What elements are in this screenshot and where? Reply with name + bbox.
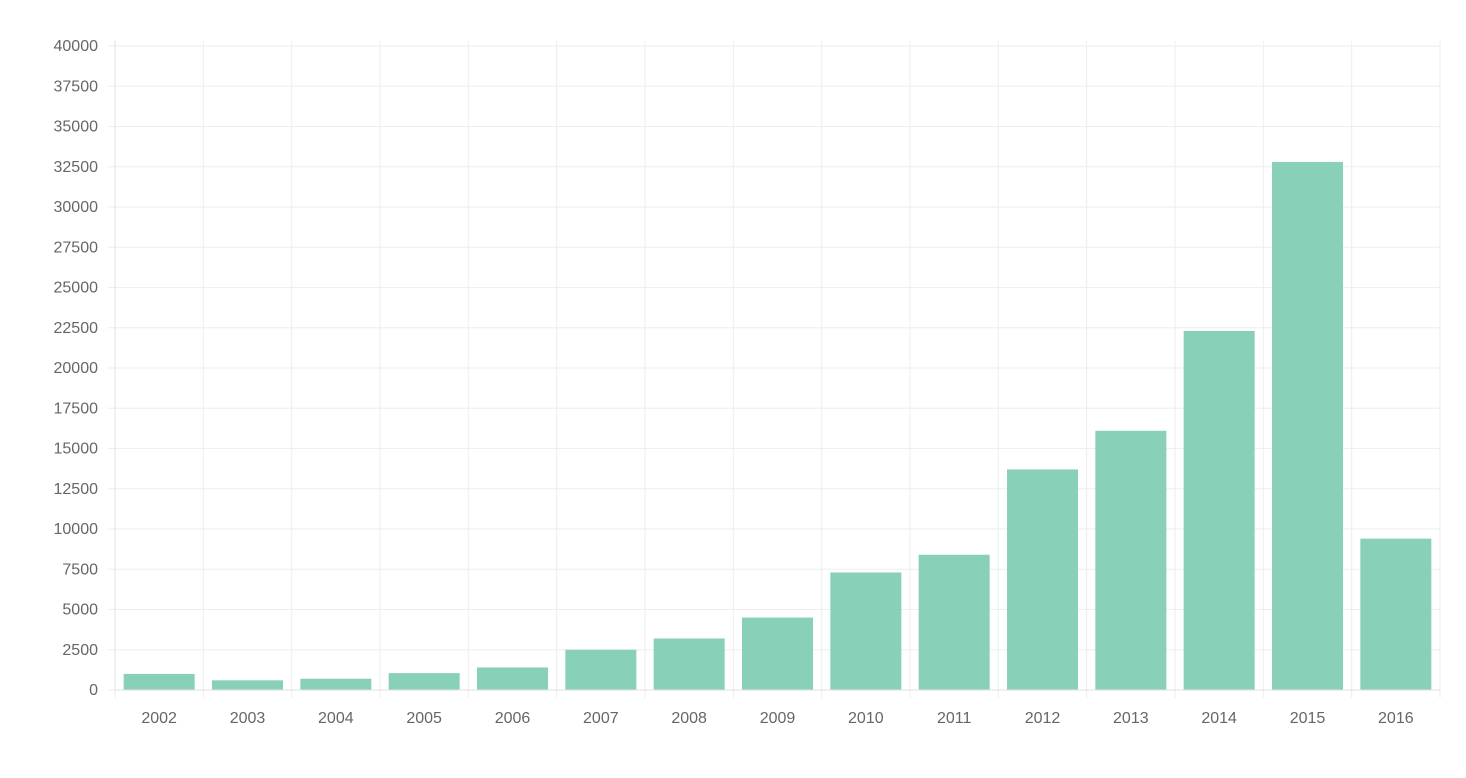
y-tick-label: 20000 — [54, 360, 99, 377]
x-tick-label: 2005 — [406, 710, 442, 727]
x-tick-label: 2010 — [848, 710, 884, 727]
bar-2005 — [388, 673, 460, 690]
y-tick-label: 2500 — [62, 642, 98, 659]
y-tick-label: 0 — [89, 682, 98, 699]
x-tick-label: 2002 — [141, 710, 177, 727]
y-tick-label: 10000 — [54, 521, 99, 538]
y-tick-label: 32500 — [54, 159, 99, 176]
x-axis-tick-labels: 2002 2003 2004 2005 2006 2007 2008 2009 2010 2011… — [141, 710, 1413, 727]
bar-2009 — [742, 617, 813, 690]
bar-2004 — [300, 678, 372, 690]
bar-2014 — [1183, 330, 1255, 690]
bar-2008 — [653, 638, 725, 690]
y-tick-label: 35000 — [54, 119, 99, 136]
bar-2011 — [918, 554, 990, 690]
y-tick-label: 15000 — [54, 441, 99, 458]
bar-2016 — [1360, 538, 1432, 690]
bar-2003 — [212, 680, 283, 690]
axes — [114, 41, 1440, 691]
y-tick-label: 37500 — [54, 78, 99, 95]
x-tick-label: 2015 — [1290, 710, 1326, 727]
x-tick-label: 2008 — [671, 710, 707, 727]
x-tick-label: 2004 — [318, 710, 354, 727]
bars — [123, 161, 1432, 691]
x-tick-label: 2011 — [937, 710, 972, 727]
bar-2015 — [1272, 161, 1343, 691]
bar-2012 — [1007, 469, 1078, 690]
y-tick-label: 5000 — [62, 602, 98, 619]
x-tick-label: 2012 — [1025, 710, 1061, 727]
bar-2013 — [1095, 430, 1167, 690]
bar-2002 — [123, 673, 195, 690]
bar-2010 — [830, 572, 902, 690]
x-tick-label: 2006 — [495, 710, 531, 727]
y-tick-label: 7500 — [62, 561, 98, 578]
x-tick-label: 2013 — [1113, 710, 1149, 727]
y-tick-label: 25000 — [54, 280, 99, 297]
y-tick-label: 40000 — [54, 38, 99, 55]
y-tick-label: 17500 — [54, 400, 99, 417]
x-tick-label: 2003 — [230, 710, 266, 727]
y-tick-label: 12500 — [54, 481, 99, 498]
y-tick-label: 22500 — [54, 320, 99, 337]
x-tick-label: 2009 — [760, 710, 796, 727]
y-tick-label: 27500 — [54, 239, 99, 256]
bar-2007 — [565, 649, 637, 690]
x-tick-label: 2007 — [583, 710, 619, 727]
x-tick-label: 2016 — [1378, 710, 1414, 727]
y-axis-tick-labels: 0 2500 5000 7500 10000 12500 15000 17500 20000 22… — [54, 38, 99, 699]
y-tick-label: 30000 — [54, 199, 99, 216]
bar-2006 — [477, 667, 548, 690]
x-tick-label: 2014 — [1201, 710, 1237, 727]
